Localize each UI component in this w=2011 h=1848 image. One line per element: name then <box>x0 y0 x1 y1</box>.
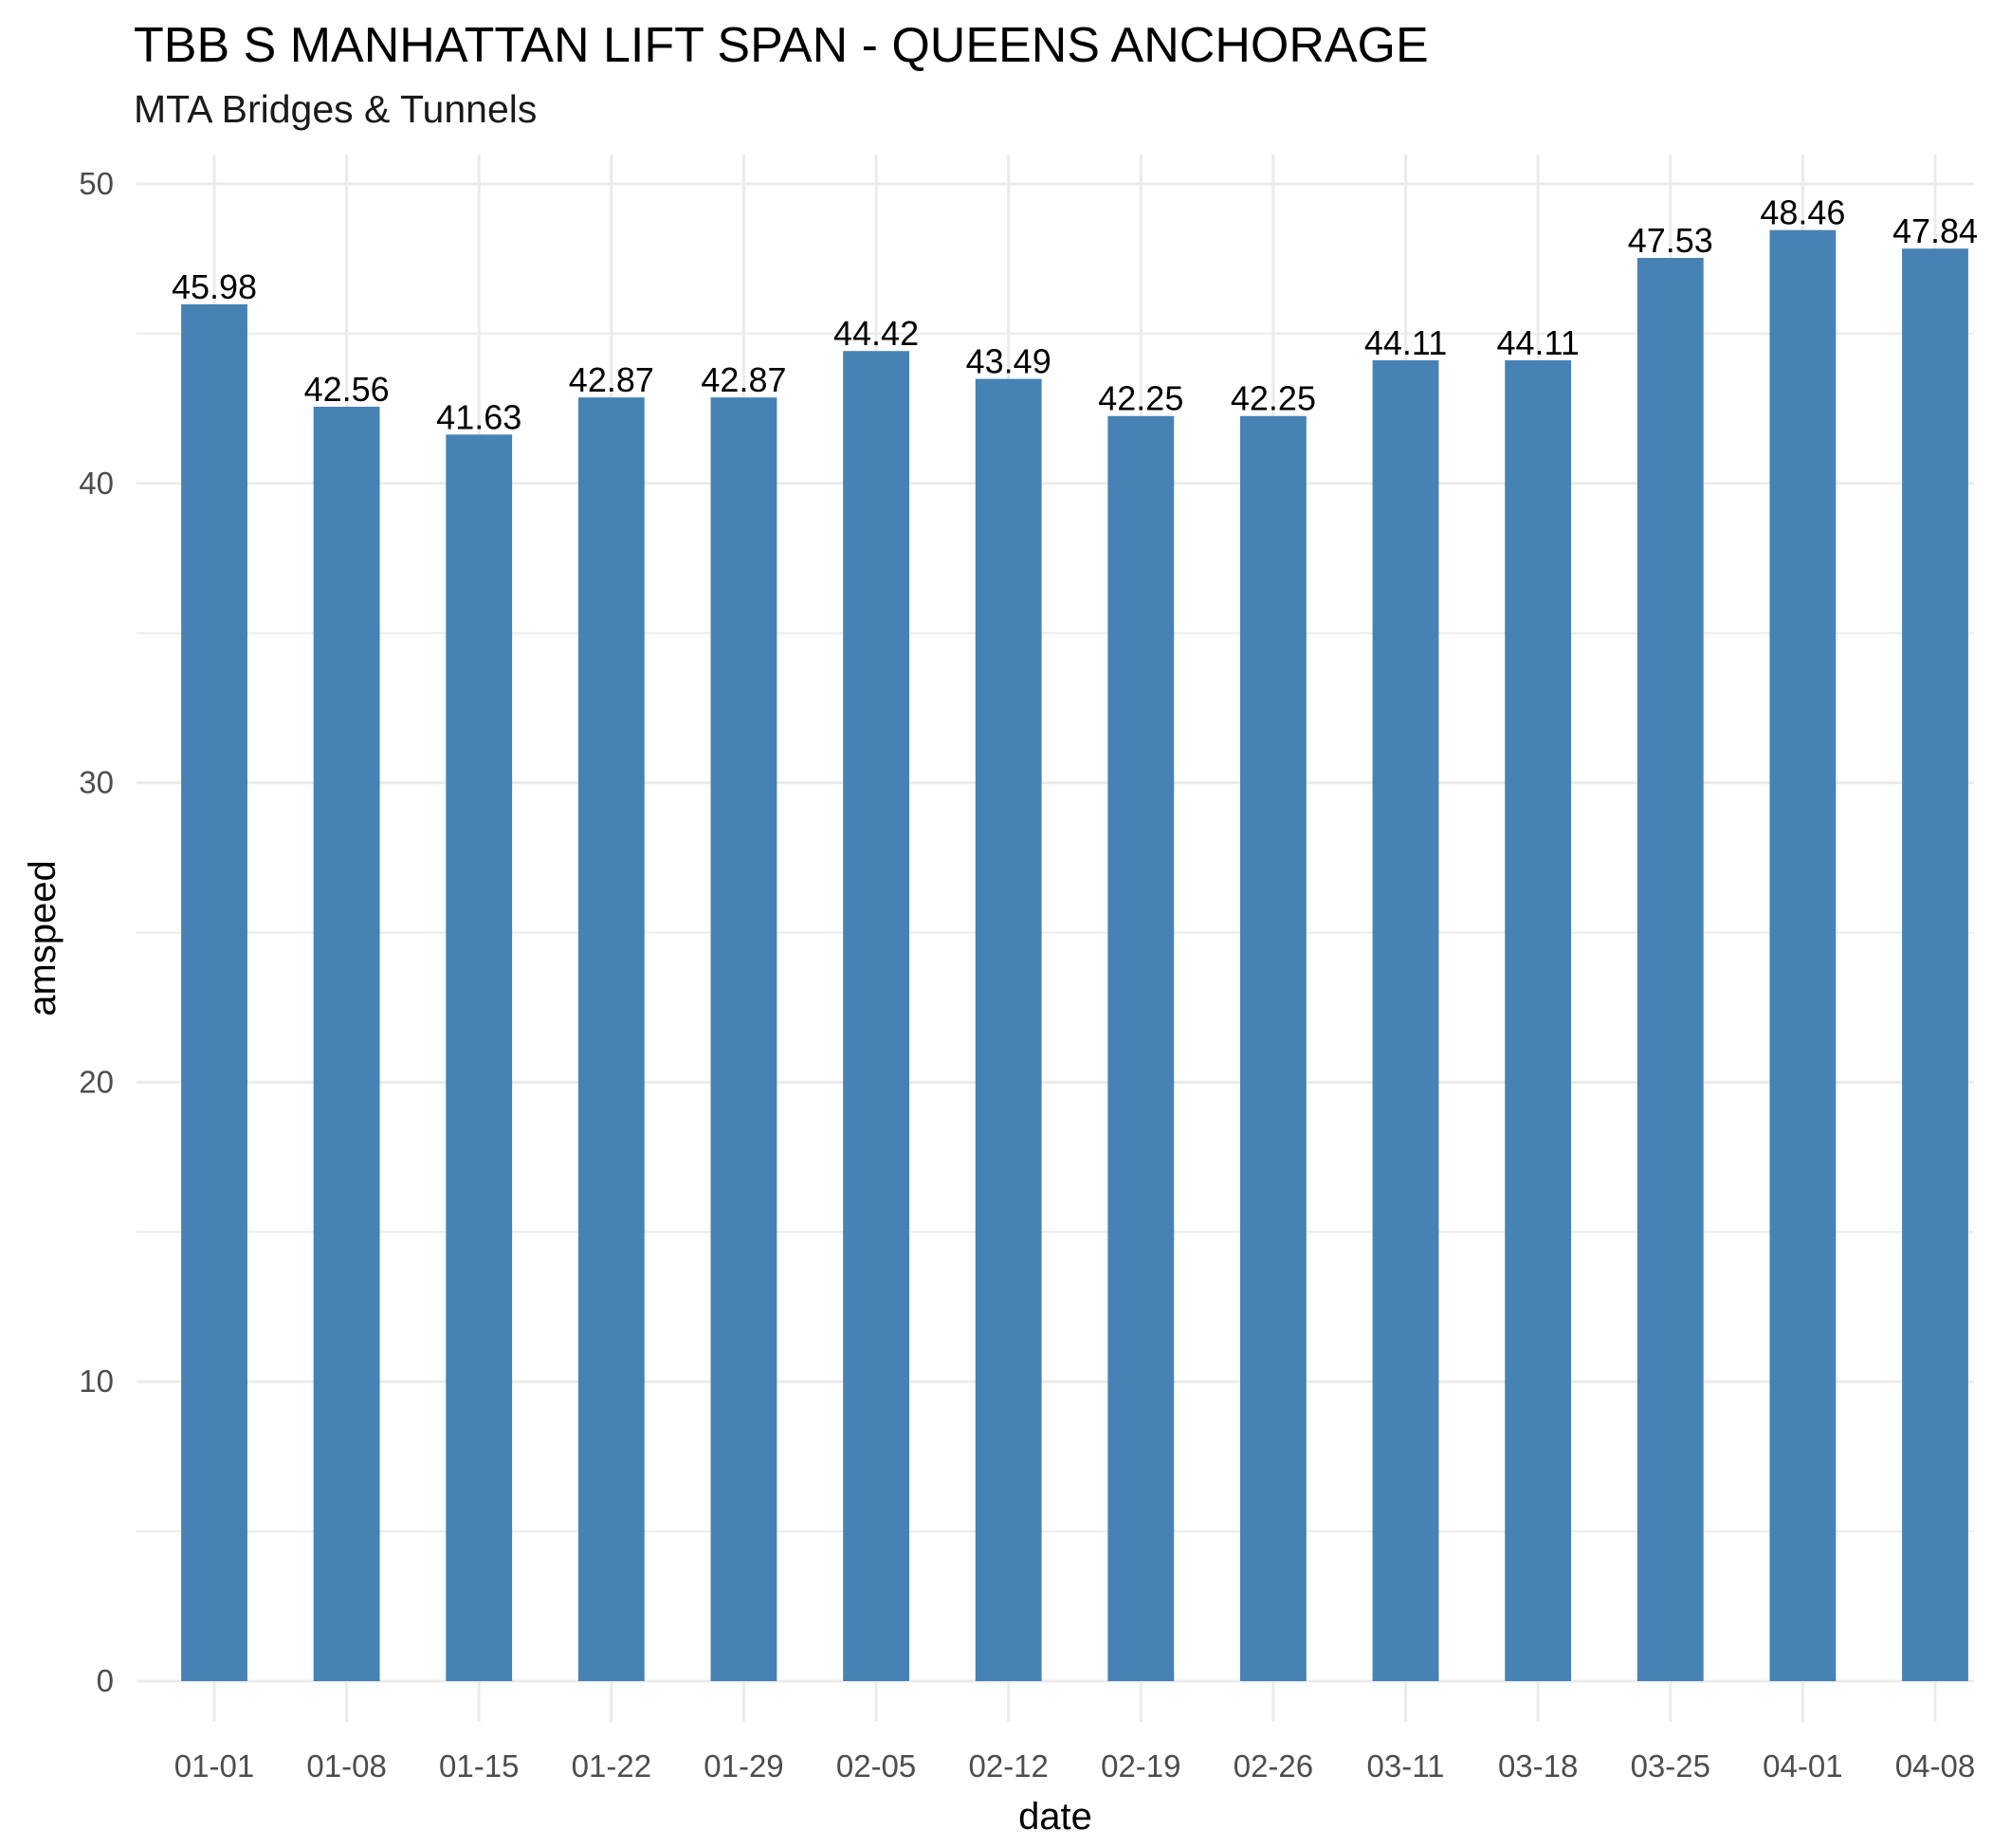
x-tick-label: 03-25 <box>1631 1748 1710 1784</box>
bar-01-01 <box>181 303 247 1681</box>
bar-value-label: 44.11 <box>1496 323 1579 362</box>
x-tick-label: 01-08 <box>306 1748 386 1784</box>
y-axis-title: amspeed <box>22 860 64 1016</box>
bar-value-label: 42.25 <box>1231 379 1316 418</box>
bar-value-label: 48.46 <box>1760 193 1845 232</box>
x-tick-label: 04-01 <box>1763 1748 1842 1784</box>
bar-01-29 <box>710 397 777 1681</box>
bar-value-label: 43.49 <box>966 342 1051 381</box>
bar-03-18 <box>1505 360 1572 1681</box>
x-tick-label: 02-05 <box>836 1748 916 1784</box>
y-tick-label: 0 <box>97 1663 114 1698</box>
bar-04-01 <box>1769 229 1837 1682</box>
bar-value-labels: 45.98 42.56 41.63 42.87 42.87 44.42 43.49 42.25… <box>172 193 1978 437</box>
x-tick-label: 02-26 <box>1234 1748 1313 1784</box>
y-tick-label: 40 <box>79 466 114 501</box>
bar-03-25 <box>1636 258 1704 1682</box>
y-axis-tick-labels: 0 10 20 30 40 50 <box>79 166 114 1698</box>
bar-value-label: 42.25 <box>1098 379 1183 418</box>
bar-04-08 <box>1902 248 1968 1682</box>
x-tick-label: 01-01 <box>174 1748 254 1784</box>
bar-02-12 <box>975 378 1042 1681</box>
x-tick-label: 01-22 <box>572 1748 651 1784</box>
bar-03-11 <box>1372 360 1439 1681</box>
bar-value-label: 44.42 <box>833 314 919 353</box>
y-tick-label: 10 <box>79 1363 114 1399</box>
bar-01-22 <box>577 397 645 1681</box>
x-tick-label: 02-19 <box>1101 1748 1180 1784</box>
bar-02-26 <box>1240 415 1307 1681</box>
x-tick-label: 01-29 <box>704 1748 783 1784</box>
x-tick-label: 02-12 <box>968 1748 1048 1784</box>
chart-title: TBB S MANHATTAN LIFT SPAN - QUEENS ANCHO… <box>134 18 1429 73</box>
chart-subtitle: MTA Bridges & Tunnels <box>134 87 538 131</box>
bar-value-label: 45.98 <box>172 267 257 306</box>
x-axis-tick-labels: 01-01 01-08 01-15 01-22 01-29 02-05 02-12 02-19… <box>174 1748 1975 1784</box>
bar-01-08 <box>313 406 380 1681</box>
bar-02-19 <box>1107 415 1175 1681</box>
bar-01-15 <box>446 434 513 1681</box>
bar-02-05 <box>843 351 909 1681</box>
x-tick-label: 04-08 <box>1895 1748 1975 1784</box>
bar-value-label: 42.56 <box>304 370 390 409</box>
x-tick-label: 01-15 <box>439 1748 519 1784</box>
bar-value-label: 42.87 <box>569 360 654 399</box>
x-tick-label: 03-18 <box>1498 1748 1578 1784</box>
x-tick-label: 03-11 <box>1367 1748 1445 1784</box>
y-tick-label: 20 <box>79 1064 114 1099</box>
bar-value-label: 44.11 <box>1364 323 1447 362</box>
bars <box>181 229 1968 1682</box>
y-tick-label: 50 <box>79 166 114 201</box>
bar-value-label: 47.53 <box>1628 221 1713 260</box>
bar-value-label: 42.87 <box>701 360 786 399</box>
bar-value-label: 41.63 <box>436 397 521 436</box>
x-axis-title: date <box>1018 1796 1092 1838</box>
bar-value-label: 47.84 <box>1892 211 1978 250</box>
y-tick-label: 30 <box>79 765 114 800</box>
